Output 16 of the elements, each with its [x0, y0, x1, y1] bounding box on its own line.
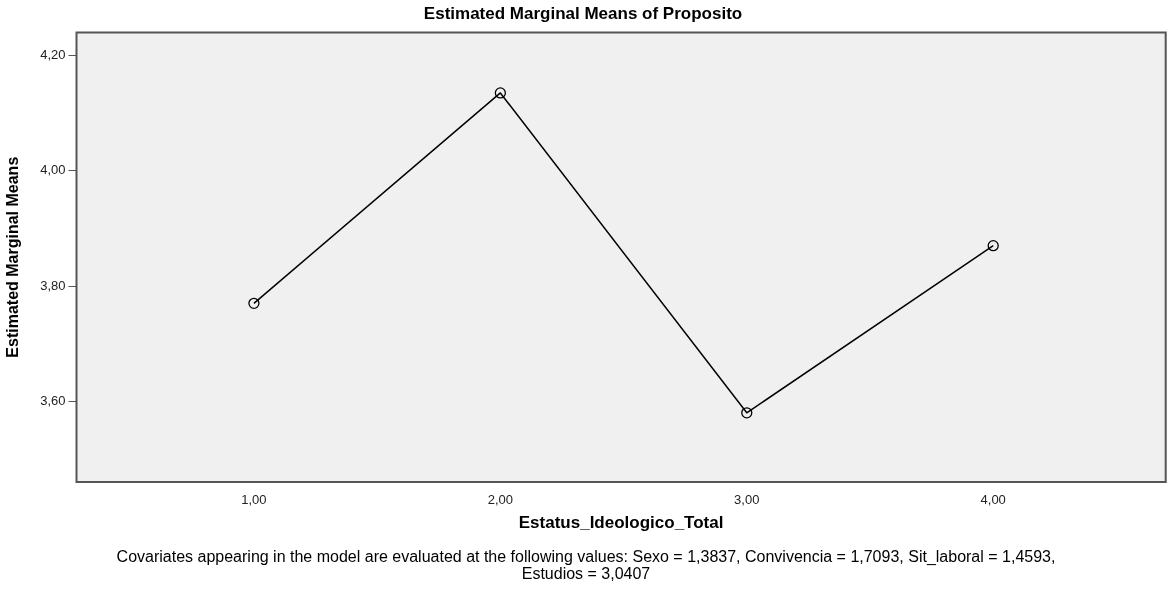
chart-title: Estimated Marginal Means of Proposito [423, 3, 743, 23]
y-tick-label: 3,60 [40, 392, 66, 408]
x-axis-title: Estatus_Ideologico_Total [518, 513, 724, 533]
y-tick-label: 3,80 [40, 277, 66, 293]
text: Covariates appearing in the model are evaluated at the following values: Sexo = 1,3837, Convivencia = 1,7093, Sit_laboral = 1,4593, Estudios = 3,0407 [115, 548, 1057, 582]
point [248, 297, 260, 309]
y-tick-label: 4,20 [40, 47, 66, 63]
point [741, 407, 753, 419]
y-tick-label: 4,00 [40, 162, 66, 178]
point [987, 240, 999, 252]
x-tick-label: 2,00 [487, 492, 514, 508]
x-tick-label: 4,00 [980, 492, 1006, 508]
point [494, 87, 506, 99]
x-tick-label: 1,00 [241, 492, 267, 508]
y-axis-title: Estimated Marginal Means [4, 156, 22, 358]
x-tick-label: 3,00 [734, 492, 760, 508]
